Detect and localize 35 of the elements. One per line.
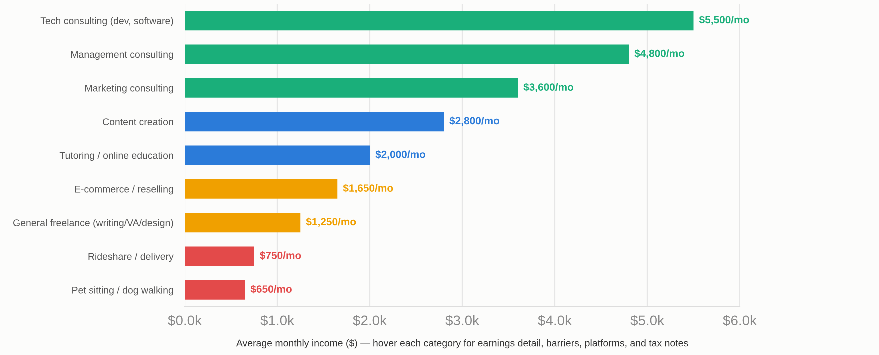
y-tick-label: General freelance (writing/VA/design) [14,219,174,228]
x-tick-label: $3.0k [446,315,480,326]
bar [185,11,694,31]
data-label: $650/mo [250,285,292,294]
bar [185,112,444,132]
y-tick-label: Management consulting [71,50,174,60]
y-tick-label: Marketing consulting [86,84,174,94]
x-tick-label: $6.0k [723,315,758,326]
data-label: $3,600/mo [524,83,574,92]
x-tick-label: $5.0k [630,315,665,326]
x-tick-label: $2.0k [353,315,388,326]
y-tick-label: Pet sitting / dog walking [72,286,174,296]
x-axis-title: Average monthly income ($) — hover each category for earnings detail, barriers, platforms, and tax notes [236,339,688,349]
y-tick-label: Tech consulting (dev, software) [40,17,174,26]
bar [185,179,338,199]
bar [185,78,518,98]
bar [185,213,301,233]
data-label: $2,000/mo [376,150,426,160]
data-label: $1,650/mo [343,184,394,194]
y-tick-label: Tutoring / online education [60,152,174,162]
bar [185,246,254,266]
data-label: $5,500/mo [699,16,750,26]
y-tick-label: Rideshare / delivery [88,252,174,262]
x-tick-label: $4.0k [538,315,572,326]
data-label: $750/mo [260,251,302,260]
data-label: $4,800/mo [634,49,685,59]
x-tick-label: $0.0k [168,315,202,326]
bar [185,44,629,64]
data-label: $2,800/mo [450,116,500,126]
y-tick-label: Content creation [103,118,174,126]
bar [185,280,246,300]
bar [185,146,370,166]
x-tick-label: $1.0k [260,315,295,326]
y-tick-label: E-commerce / reselling [75,186,174,195]
data-label: $1,250/mo [306,218,356,228]
